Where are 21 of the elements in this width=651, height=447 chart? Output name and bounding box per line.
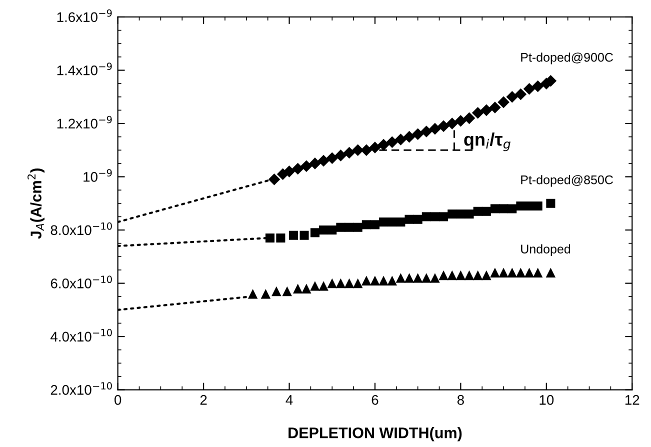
y-tick-label: 1.2x10$^{−9}$	[57, 116, 112, 129]
x-axis-title: DEPLETION WIDTH(um)	[288, 427, 462, 442]
x-tick-label: 0	[114, 395, 122, 405]
y-tick-label: 1.6x10$^{−9}$	[57, 9, 112, 22]
legend-label: Pt-doped@850C	[521, 175, 613, 187]
x-tick-label: 12	[625, 395, 640, 405]
annotation: qn$_{i}$/τ$_{g}$	[464, 132, 510, 152]
y-tick-label: 4.0x10$^{−10}$	[50, 328, 112, 342]
y-axis-title: J$_{A}$(A/cm$^{2}$)	[28, 168, 44, 239]
y-tick-label: 1.4x10$^{−9}$	[57, 62, 112, 76]
x-tick-label: 4	[286, 395, 293, 405]
series-label: Undoped	[521, 244, 570, 256]
x-tick-label: 2	[200, 395, 207, 405]
x-tick-label: 10	[540, 395, 554, 405]
y-tick-label: 2.0x10$^{−10}$	[50, 382, 112, 395]
y-tick-label: 8.0x10$^{−10}$	[50, 222, 112, 236]
x-tick-label: 6	[372, 395, 378, 405]
x-tick-label: 8	[457, 395, 464, 405]
y-tick-label: 6.0x10$^{−10}$	[50, 276, 112, 288]
legend-label: Pt-doped@900C	[521, 52, 613, 64]
y-tick-label: 10$^{−9}$	[84, 169, 112, 182]
